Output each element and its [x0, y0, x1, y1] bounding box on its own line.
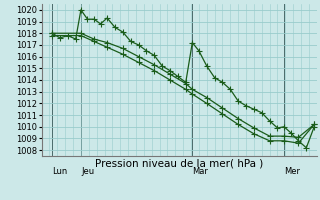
Text: Mer: Mer [284, 167, 300, 176]
Text: Jeu: Jeu [81, 167, 94, 176]
X-axis label: Pression niveau de la mer( hPa ): Pression niveau de la mer( hPa ) [95, 159, 263, 169]
Text: Lun: Lun [52, 167, 67, 176]
Text: Mar: Mar [192, 167, 208, 176]
